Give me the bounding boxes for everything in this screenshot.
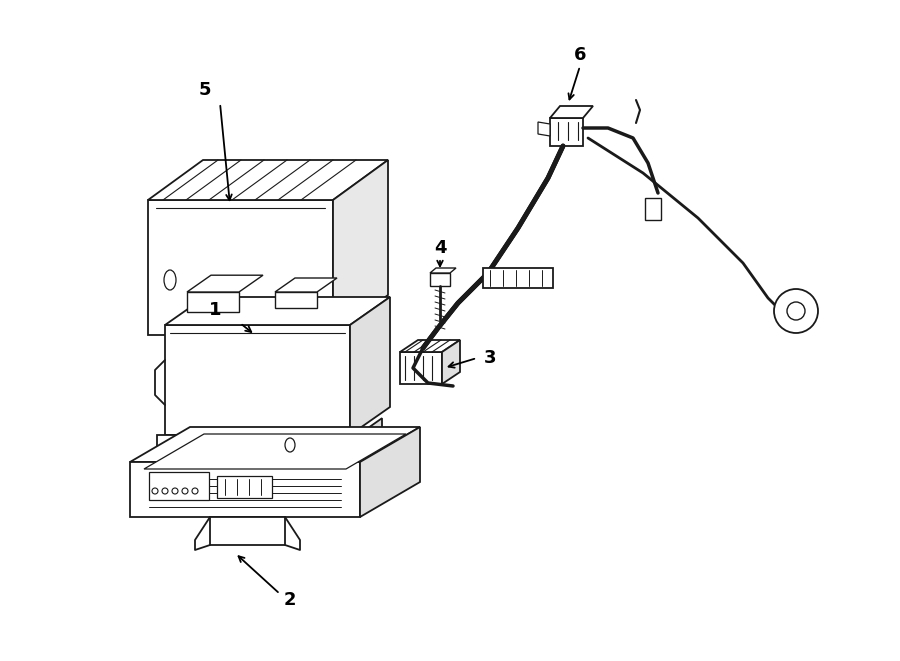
Text: 5: 5 [199,81,212,99]
Polygon shape [210,517,285,545]
Circle shape [182,488,188,494]
Circle shape [172,488,178,494]
Polygon shape [358,418,382,450]
Polygon shape [645,198,661,220]
Polygon shape [217,476,272,498]
Text: 6: 6 [574,46,586,64]
Polygon shape [144,434,406,469]
Ellipse shape [285,438,295,452]
Circle shape [192,488,198,494]
Polygon shape [275,278,337,292]
Polygon shape [430,273,450,286]
Circle shape [152,488,158,494]
Polygon shape [157,435,358,450]
Polygon shape [483,268,553,288]
Polygon shape [350,297,390,435]
Text: 3: 3 [484,349,496,367]
Polygon shape [550,106,593,118]
Circle shape [787,302,805,320]
Polygon shape [538,122,550,136]
Text: 1: 1 [209,301,221,319]
Polygon shape [187,275,263,292]
Polygon shape [149,472,209,500]
Polygon shape [275,292,317,308]
Polygon shape [187,292,239,312]
Circle shape [162,488,168,494]
Polygon shape [360,427,420,517]
Circle shape [774,289,818,333]
Polygon shape [333,160,388,335]
Polygon shape [165,325,350,435]
Ellipse shape [164,270,176,290]
Polygon shape [400,352,442,384]
Polygon shape [550,118,583,146]
Polygon shape [130,462,360,517]
Polygon shape [165,297,390,325]
Text: 2: 2 [284,591,296,609]
Polygon shape [148,160,388,200]
Polygon shape [442,340,460,384]
Polygon shape [148,200,343,383]
Polygon shape [430,268,456,273]
Text: 4: 4 [434,239,446,257]
Polygon shape [400,340,460,352]
Polygon shape [130,427,420,462]
